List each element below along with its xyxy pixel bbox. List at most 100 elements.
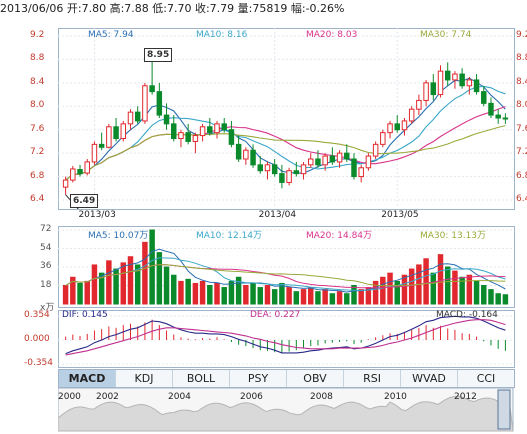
candle-body: [315, 158, 321, 166]
volume-bar: [430, 272, 437, 305]
volume-bar: [91, 264, 98, 305]
volume-bar: [300, 289, 307, 305]
volume-bar: [488, 289, 494, 305]
volume-bar: [315, 291, 321, 305]
candle-body: [98, 143, 105, 148]
price-tick-left: 8.4: [30, 76, 45, 87]
candle-body: [279, 173, 285, 183]
volume-bar: [142, 241, 148, 305]
candle-body: [207, 126, 213, 134]
timeline-year-label: 2012: [454, 392, 477, 402]
volume-bar: [408, 268, 415, 305]
volume-bar: [98, 272, 105, 305]
candle-body: [250, 149, 256, 166]
tab-psy[interactable]: PSY: [230, 370, 287, 387]
volume-bar: [134, 264, 141, 305]
volume-bar: [329, 293, 336, 305]
volume-bar: [207, 285, 213, 305]
timeline-year-label: 2006: [240, 392, 263, 402]
dea-label: DEA: 0.227: [250, 310, 301, 320]
price-tick-left: 8.8: [30, 53, 45, 64]
volume-bar: [394, 280, 400, 305]
volume-ma-label: MA10: 12.14万: [196, 231, 263, 241]
price-tick-right: 6.4: [516, 194, 527, 204]
macd-panel: [58, 310, 515, 368]
timeline-year-label: 2000: [58, 392, 81, 402]
candle-body: [199, 126, 206, 137]
volume-bar: [106, 260, 112, 305]
candle-body: [134, 111, 141, 122]
volume-bar: [452, 270, 458, 305]
tab-kdj[interactable]: KDJ: [116, 370, 173, 387]
dif-line: [65, 315, 506, 355]
volume-bar: [401, 274, 408, 305]
volume-bar: [199, 280, 206, 305]
tab-wvad[interactable]: WVAD: [401, 370, 458, 387]
history-timeline[interactable]: [58, 388, 514, 432]
volume-bar: [257, 287, 264, 305]
volume-bar: [228, 280, 235, 305]
volume-bar: [279, 282, 285, 305]
price-chart: [58, 28, 513, 209]
candle-body: [91, 143, 98, 163]
macd-label: MACD: -0.164: [436, 310, 498, 320]
volume-ma-line: [65, 257, 506, 291]
volume-bar: [466, 274, 473, 305]
price-tick-right: 7.6: [516, 123, 527, 134]
volume-bar: [84, 280, 90, 305]
tab-cci[interactable]: CCI: [476, 372, 496, 385]
candle-body: [322, 155, 328, 166]
volume-bar: [192, 282, 199, 305]
volume-bar: [264, 285, 271, 305]
timeline-year-label: 2004: [168, 392, 191, 402]
candle-body: [300, 164, 307, 175]
candle-body: [502, 117, 509, 120]
price-ma-line: [65, 77, 506, 181]
volume-ma-label: MA5: 10.07万: [88, 231, 149, 241]
volume-bar: [243, 285, 249, 305]
date-label: 2013/04: [258, 210, 297, 220]
candle-body: [473, 79, 480, 93]
price-ma-label: MA20: 8.03: [306, 30, 358, 40]
tab-obv[interactable]: OBV: [287, 370, 344, 387]
volume-bar: [156, 252, 163, 305]
tab-rsi[interactable]: RSI: [344, 370, 401, 387]
price-tick-left: 7.6: [30, 123, 45, 134]
dea-line: [65, 319, 506, 356]
candle-body: [408, 108, 415, 122]
volume-ma-label: MA20: 14.84万: [306, 231, 373, 241]
candle-body: [178, 132, 184, 140]
volume-tick: 18: [40, 279, 52, 290]
volume-bar: [336, 291, 343, 305]
candle-body: [84, 161, 90, 174]
candle-body: [401, 120, 408, 131]
tab-boll[interactable]: BOLL: [173, 370, 230, 387]
candle-body: [243, 149, 249, 160]
candle-body: [344, 152, 350, 160]
volume-bar: [322, 289, 328, 305]
volume-bar: [163, 266, 170, 305]
candle-body: [481, 91, 487, 104]
volume-bar: [423, 258, 429, 305]
volume-tick: 36: [40, 261, 52, 271]
timeline-year-label: 2010: [384, 392, 407, 402]
date-label: 2013/05: [381, 210, 419, 220]
volume-bar: [171, 274, 177, 305]
candle-body: [495, 114, 501, 119]
candle-body: [171, 123, 177, 139]
candle-body: [380, 132, 386, 145]
volume-bar: [271, 289, 278, 305]
candle-body: [387, 123, 393, 134]
candle-body: [329, 155, 336, 163]
candle-body: [271, 164, 278, 175]
candle-body: [293, 170, 300, 175]
price-ma-label: MA30: 7.74: [420, 30, 472, 40]
volume-bar: [286, 287, 292, 305]
tab-macd[interactable]: MACD: [59, 370, 116, 387]
volume-bar: [307, 287, 314, 305]
candle-body: [113, 126, 119, 139]
volume-bar: [120, 262, 127, 305]
candle-body: [394, 123, 400, 131]
candle-body: [192, 135, 199, 142]
price-tick-right: 8.8: [516, 53, 527, 64]
